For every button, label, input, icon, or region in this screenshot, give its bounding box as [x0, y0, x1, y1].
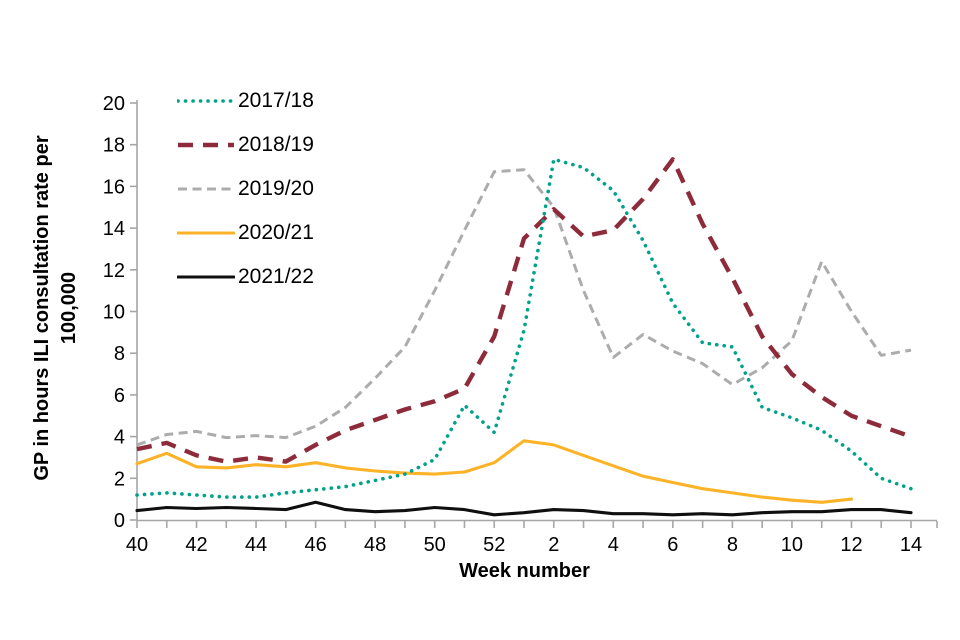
series-line-2018-19: [136, 157, 912, 464]
legend-label: 2018/19: [238, 133, 314, 156]
y-tick-label: 4: [114, 427, 125, 449]
legend-line-sample-2017-18: [177, 99, 235, 103]
x-tick-label: 6: [667, 534, 678, 556]
series-line-2021-22: [135, 500, 913, 517]
y-axis-title: GP in hours ILI consultation rate per 10…: [29, 78, 85, 538]
y-tick-label: 0: [114, 510, 125, 532]
legend-line-sample-2020-21: [177, 231, 235, 235]
x-tick-label: 40: [126, 534, 148, 556]
series-line-2020-21: [135, 439, 854, 504]
y-tick-label: 2: [114, 468, 125, 490]
x-tick-label: 48: [364, 534, 386, 556]
legend-item-2017-18: 2017/18: [177, 79, 314, 123]
legend-item-2019-20: 2019/20: [177, 167, 314, 211]
y-tick-label: 16: [103, 176, 125, 198]
y-tick-label: 18: [103, 135, 125, 157]
x-tick-label: 2: [548, 534, 559, 556]
legend-label: 2020/21: [238, 221, 314, 244]
x-tick-label: 4: [608, 534, 619, 556]
x-axis-title: Week number: [459, 560, 590, 582]
legend: 2017/18 2018/19 2019/20 2020/21 2021/22: [177, 79, 314, 299]
y-tick-label: 10: [103, 302, 125, 324]
y-tick-label: 6: [114, 385, 125, 407]
legend-label: 2019/20: [238, 177, 314, 200]
x-tick-label: 46: [304, 534, 326, 556]
y-axis-title-line1: GP in hours ILI consultation rate per: [31, 135, 53, 481]
x-tick-label: 8: [727, 534, 738, 556]
x-tick-label: 52: [483, 534, 505, 556]
y-tick-label: 20: [103, 93, 125, 115]
series-line-2019-20: [136, 168, 912, 447]
x-tick-label: 12: [840, 534, 862, 556]
x-tick-label: 42: [185, 534, 207, 556]
legend-item-2020-21: 2020/21: [177, 211, 314, 255]
y-tick-label: 12: [103, 260, 125, 282]
x-tick-label: 10: [781, 534, 803, 556]
legend-item-2021-22: 2021/22: [177, 255, 314, 299]
y-axis-title-line2: 100,000: [58, 271, 80, 345]
y-tick-label: 14: [103, 218, 125, 240]
legend-line-sample-2021-22: [177, 275, 235, 279]
series-line-2017-18: [135, 157, 913, 499]
x-tick-label: 14: [900, 534, 922, 556]
legend-line-sample-2018-19: [178, 142, 234, 148]
legend-label: 2021/22: [238, 265, 314, 288]
legend-item-2018-19: 2018/19: [177, 123, 314, 167]
legend-line-sample-2019-20: [178, 187, 234, 191]
legend-label: 2017/18: [238, 89, 314, 112]
x-tick-label: 44: [245, 534, 267, 556]
x-tick-label: 50: [424, 534, 446, 556]
y-tick-label: 8: [114, 343, 125, 365]
